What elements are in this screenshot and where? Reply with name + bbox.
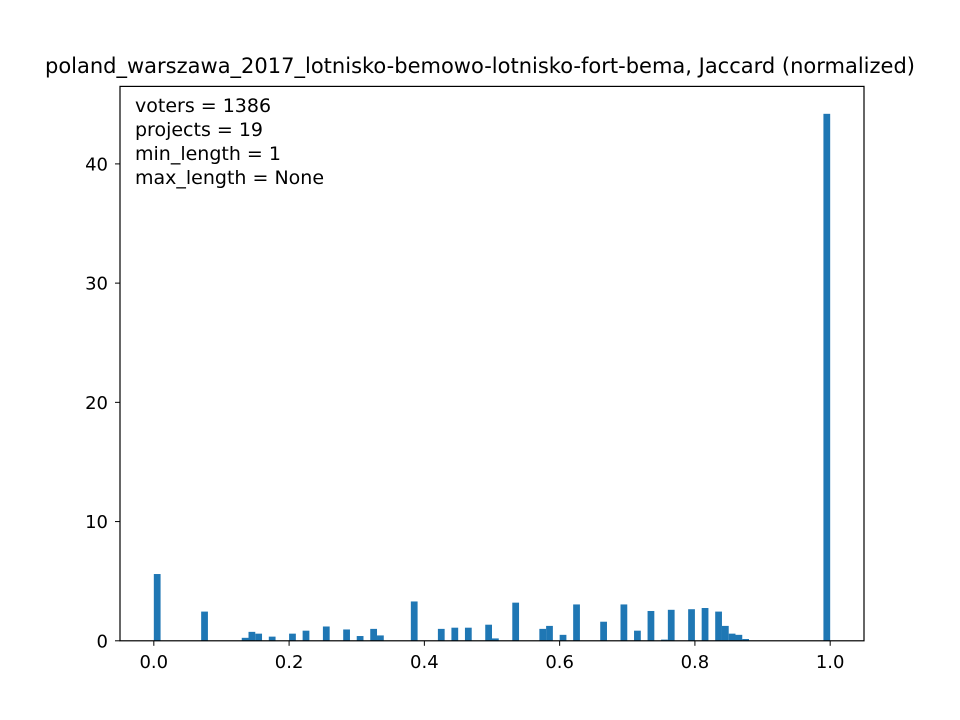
bar-31 [701, 608, 709, 641]
bar-1 [201, 611, 208, 641]
y-tick-label: 10 [85, 512, 108, 533]
bar-29 [667, 609, 675, 641]
x-tick-label: 0.6 [545, 652, 574, 673]
y-tick-label: 30 [85, 274, 108, 295]
bar-3 [248, 631, 256, 641]
bar-21 [546, 625, 553, 641]
bar-4 [255, 633, 263, 641]
bar-19 [512, 602, 520, 641]
bar-11 [370, 628, 378, 641]
bar-8 [322, 626, 330, 641]
bar-25 [620, 604, 628, 641]
bar-22 [559, 634, 567, 641]
x-tick-label: 0.8 [681, 652, 710, 673]
bar-5 [268, 636, 276, 641]
annotation-projects: projects = 19 [135, 119, 263, 141]
x-tick-label: 1.0 [816, 652, 845, 673]
bar-7 [302, 630, 310, 641]
bar-23 [573, 604, 580, 641]
annotation-voters: voters = 1386 [135, 95, 271, 117]
bar-20 [539, 628, 547, 641]
bar-33 [721, 625, 729, 641]
bar-15 [451, 627, 459, 641]
bar-35 [735, 634, 743, 641]
annotation-min-length: min_length = 1 [135, 143, 281, 165]
y-tick-label: 0 [97, 631, 108, 652]
bar-17 [485, 624, 492, 641]
bar-30 [688, 609, 695, 641]
stats-annotation: voters = 1386 projects = 19 min_length =… [135, 95, 324, 189]
bar-2 [241, 637, 249, 641]
bar-10 [356, 636, 364, 641]
plot-frame [119, 85, 865, 642]
bar-24 [600, 621, 607, 641]
bar-32 [715, 611, 722, 641]
bar-18 [492, 638, 499, 641]
bar-16 [464, 627, 472, 641]
y-tick-label: 20 [85, 393, 108, 414]
bar-36 [742, 639, 750, 641]
x-axis-ticks: 0.0 0.2 0.4 0.6 0.8 1.0 [139, 640, 845, 673]
chart-title: poland_warszawa_2017_lotnisko-bemowo-lot… [45, 54, 915, 79]
bar-27 [647, 610, 655, 641]
y-axis-ticks: 0 10 20 30 40 [85, 154, 120, 652]
bar-12 [377, 635, 384, 641]
bar-0 [153, 574, 161, 641]
x-tick-label: 0.4 [410, 652, 439, 673]
x-tick-label: 0.2 [275, 652, 304, 673]
bar-34 [728, 633, 736, 641]
y-tick-label: 40 [85, 154, 108, 175]
bars-group [153, 113, 831, 641]
annotation-max-length: max_length = None [135, 167, 324, 189]
bar-26 [634, 630, 641, 641]
bar-6 [289, 633, 296, 641]
x-tick-label: 0.0 [139, 652, 168, 673]
bar-37 [823, 113, 831, 641]
bar-13 [410, 601, 418, 641]
bar-9 [343, 629, 350, 641]
bar-14 [437, 628, 445, 641]
